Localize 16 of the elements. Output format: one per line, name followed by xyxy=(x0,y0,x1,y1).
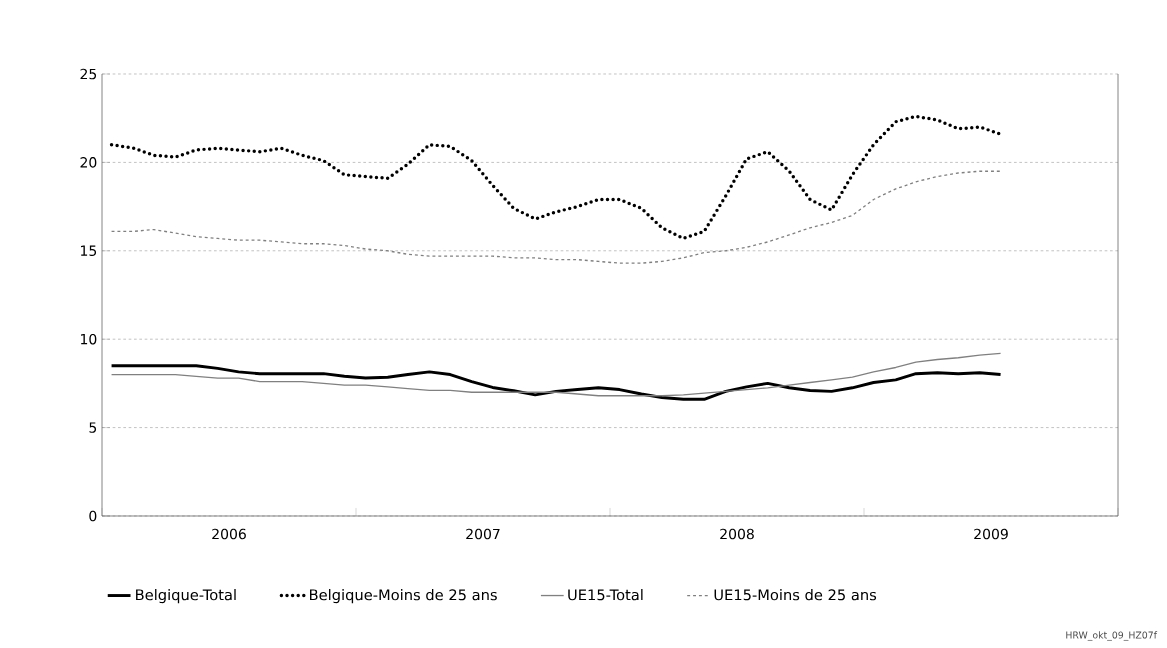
legend-label: Belgique-Total xyxy=(136,588,236,604)
x-tick-label: 2007 xyxy=(466,528,500,540)
y-tick-label: 10 xyxy=(81,333,97,345)
text: HRW_okt_09_HZ07f xyxy=(1066,631,1158,641)
y-tick-label: 20 xyxy=(80,157,97,168)
x-tick-label: 2008 xyxy=(720,528,754,540)
x-tick-label: 2006 xyxy=(212,528,246,540)
legend-label: Belgique-Moins de 25 ans xyxy=(310,588,497,604)
y-tick-label: 15 xyxy=(81,245,97,256)
legend-label: UE15-Moins de 25 ans xyxy=(714,588,877,601)
legend-label: UE15-Total xyxy=(568,588,643,601)
x-tick-label: 2009 xyxy=(974,528,1008,540)
line-series xyxy=(109,114,1003,241)
y-tick-label: 5 xyxy=(89,422,97,433)
y-tick-label: 25 xyxy=(80,68,97,80)
y-tick-label: 0 xyxy=(89,510,97,522)
